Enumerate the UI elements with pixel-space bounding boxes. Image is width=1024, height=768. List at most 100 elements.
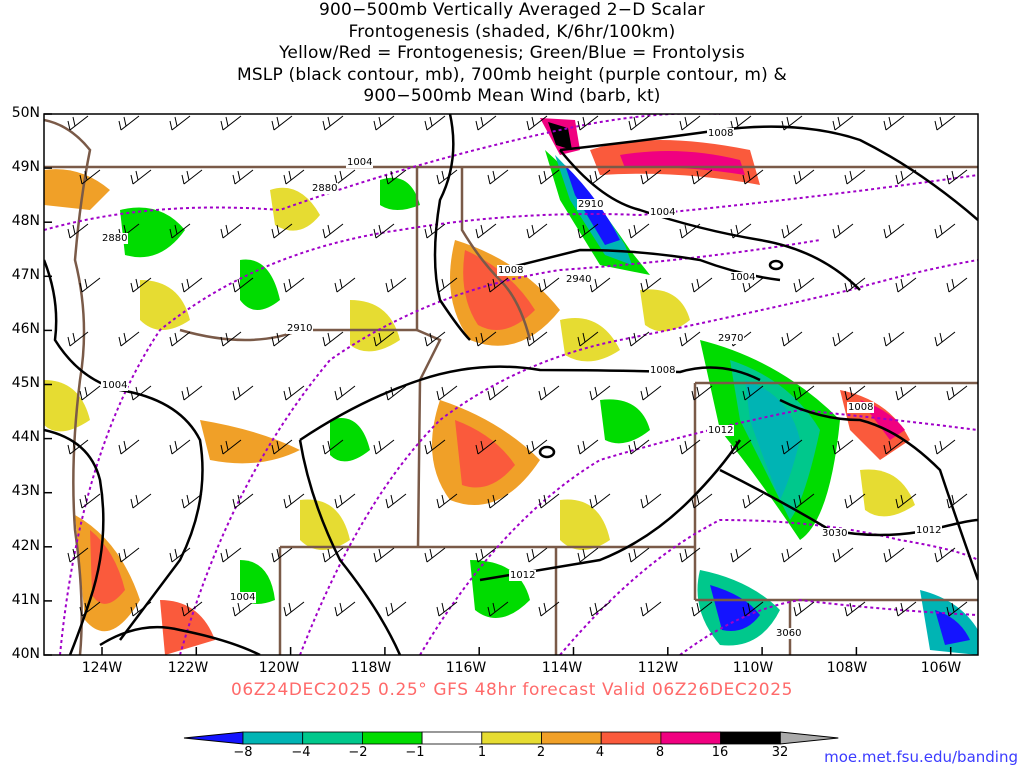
- wind-barb: [883, 547, 905, 563]
- wind-barb: [283, 385, 305, 401]
- wind-barb: [385, 601, 407, 617]
- wind-barb: [934, 223, 956, 239]
- wind-barb: [424, 223, 446, 239]
- wind-barb: [691, 277, 713, 293]
- colorbar-segment: [779, 731, 839, 745]
- wind-barb: [436, 385, 458, 401]
- wind-barb: [742, 385, 764, 401]
- height-label: 2880: [311, 183, 339, 194]
- colorbar-segment: [600, 731, 662, 745]
- height-label: 2940: [565, 274, 593, 285]
- wind-barb: [883, 439, 905, 455]
- wind-barb: [628, 547, 650, 563]
- wind-barb: [373, 223, 395, 239]
- wind-barb: [487, 385, 509, 401]
- wind-barb: [373, 547, 395, 563]
- wind-barb: [67, 223, 89, 239]
- wind-barb: [322, 547, 344, 563]
- height-label: 2880: [101, 233, 129, 244]
- wind-barb: [844, 169, 866, 185]
- wind-barb: [883, 331, 905, 347]
- wind-barb: [424, 331, 446, 347]
- colorbar-label: 8: [655, 745, 665, 760]
- wind-barb: [373, 331, 395, 347]
- wind-barb: [679, 115, 701, 131]
- wind-barb: [538, 601, 560, 617]
- lat-label-40n: 40N: [11, 646, 40, 662]
- wind-barb: [436, 169, 458, 185]
- wind-barb: [385, 385, 407, 401]
- source-link[interactable]: moe.met.fsu.edu/banding: [824, 748, 1018, 766]
- wind-barb: [283, 493, 305, 509]
- wind-barb: [781, 223, 803, 239]
- wind-barb: [793, 601, 815, 617]
- wind-barb: [628, 223, 650, 239]
- wind-barb: [883, 115, 905, 131]
- wind-barb: [589, 385, 611, 401]
- mslp-label: 1008: [847, 402, 875, 413]
- height-label: 2910: [286, 323, 314, 334]
- wind-barb: [844, 601, 866, 617]
- colorbar-segment: [720, 731, 781, 745]
- wind-barb: [781, 547, 803, 563]
- wind-barb: [118, 439, 140, 455]
- wind-barb: [946, 385, 968, 401]
- wind-barb: [946, 277, 968, 293]
- lon-label-120w: 120W: [258, 660, 300, 676]
- colorbar-segment: [242, 731, 304, 745]
- wind-barb: [475, 439, 497, 455]
- lon-label-112w: 112W: [637, 660, 679, 676]
- wind-barb: [436, 493, 458, 509]
- wind-barb: [79, 385, 101, 401]
- colorbar-label: −4: [291, 745, 311, 760]
- mslp-label: 1012: [707, 425, 735, 436]
- wind-barb: [67, 547, 89, 563]
- wind-barb: [844, 385, 866, 401]
- lat-label-43n: 43N: [11, 483, 40, 499]
- wind-barb: [487, 493, 509, 509]
- wind-barbs: [67, 115, 968, 617]
- wind-barb: [271, 223, 293, 239]
- wind-barb: [691, 493, 713, 509]
- wind-barb: [67, 115, 89, 131]
- wind-barb: [424, 439, 446, 455]
- colorbar-segment: [541, 731, 602, 745]
- wind-barb: [577, 439, 599, 455]
- lat-label-42n: 42N: [11, 538, 40, 554]
- wind-barb: [781, 115, 803, 131]
- mslp-label: 1004: [729, 272, 757, 283]
- wind-barb: [934, 547, 956, 563]
- wind-barb: [130, 493, 152, 509]
- title-line-4: MSLP (black contour, mb), 700mb height (…: [236, 64, 788, 85]
- title-line-3: Yellow/Red = Frontogenesis; Green/Blue =…: [279, 43, 745, 63]
- wind-barb: [436, 277, 458, 293]
- wind-barb: [169, 223, 191, 239]
- wind-barb: [832, 331, 854, 347]
- wind-barb: [844, 493, 866, 509]
- wind-barb: [271, 331, 293, 347]
- colorbar-segment: [481, 731, 542, 745]
- wind-barb: [322, 331, 344, 347]
- wind-barb: [589, 169, 611, 185]
- lon-label-122w: 122W: [167, 660, 209, 676]
- colorbar-segment: [361, 731, 423, 745]
- wind-barb: [220, 223, 242, 239]
- wind-barb: [322, 439, 344, 455]
- mslp-label: 1008: [707, 128, 735, 139]
- wind-barb: [832, 547, 854, 563]
- wind-barb: [232, 277, 254, 293]
- mslp-label: 1008: [497, 265, 525, 276]
- wind-barb: [679, 223, 701, 239]
- colorbar-label: 4: [595, 745, 605, 760]
- wind-barb: [577, 331, 599, 347]
- wind-barb: [181, 601, 203, 617]
- lon-label-106w: 106W: [920, 660, 962, 676]
- mslp-label: 1004: [101, 380, 129, 391]
- lat-label-41n: 41N: [11, 592, 40, 608]
- colorbar-label: 16: [711, 745, 729, 760]
- wind-barb: [895, 601, 917, 617]
- wind-barb: [130, 385, 152, 401]
- wind-barb: [385, 493, 407, 509]
- wind-barb: [271, 115, 293, 131]
- wind-barb: [781, 331, 803, 347]
